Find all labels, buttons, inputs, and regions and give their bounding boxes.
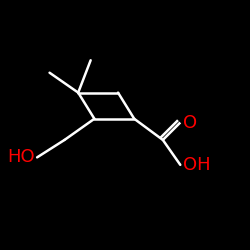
Text: O: O bbox=[183, 114, 197, 132]
Text: HO: HO bbox=[7, 148, 35, 166]
Text: OH: OH bbox=[183, 156, 210, 174]
